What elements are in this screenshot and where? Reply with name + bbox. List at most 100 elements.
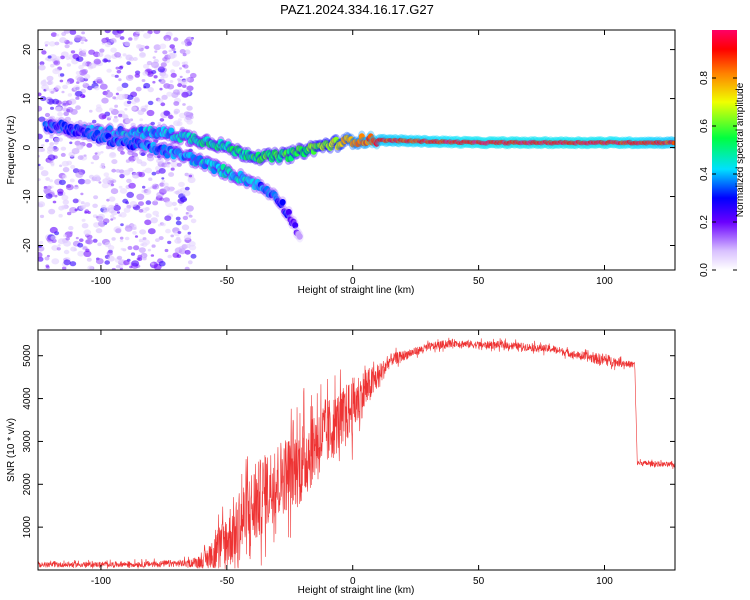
spectrogram-noise-speck	[147, 228, 156, 235]
spectrogram-noise-speck	[101, 37, 109, 44]
spectrogram-noise-speck	[161, 94, 168, 100]
spectrogram-noise-speck	[142, 256, 147, 261]
spectrogram-noise-speck	[119, 239, 124, 243]
spectrogram-noise-speck	[75, 70, 81, 75]
spectrogram-noise-speck	[170, 167, 175, 171]
spectrogram-noise-speck	[94, 152, 98, 155]
spectrogram-noise-speck	[50, 106, 54, 110]
spectrogram-noise-speck	[57, 238, 66, 245]
spectrogram-noise-speck	[103, 172, 110, 177]
spectrogram-noise-speck	[83, 154, 87, 157]
spectrogram-noise-speck	[115, 228, 122, 234]
spectrogram-noise-speck	[162, 73, 169, 79]
spectrogram-noise-speck	[71, 148, 80, 155]
spectrogram-noise-speck	[93, 174, 101, 181]
spectrogram-noise-speck	[146, 155, 155, 162]
snr-frame	[37, 329, 676, 571]
spectrogram-noise-speck	[125, 159, 131, 163]
spectrogram-noise-speck	[112, 96, 117, 100]
spectrogram-noise-speck	[187, 260, 193, 265]
spectrogram-noise-speck	[170, 234, 174, 238]
spectrogram-noise-speck	[75, 96, 80, 100]
spectrogram-ridge-cell	[211, 167, 218, 175]
spectrogram-noise-speck	[78, 205, 86, 210]
spectrogram-noise-speck	[148, 177, 153, 181]
spectrogram-noise-speck	[46, 98, 55, 105]
spectrogram-ridge-cell	[672, 140, 675, 146]
spectrogram-noise-speck	[102, 166, 106, 169]
spectrogram-noise-speck	[101, 204, 107, 209]
spectrogram-noise-speck	[99, 83, 108, 90]
spectrogram-noise-speck	[51, 245, 59, 251]
spectrogram-noise-speck	[76, 144, 84, 150]
spectrogram-noise-speck	[113, 205, 121, 211]
colorbar-tick-label: 0.0	[699, 263, 710, 277]
spectrogram-noise-speck	[66, 63, 72, 67]
spectrogram-frame	[37, 29, 676, 271]
spectrogram-ridge-cell	[94, 129, 101, 137]
spectrogram-noise-speck	[126, 178, 132, 184]
spectrogram-noise-speck	[119, 236, 124, 240]
spectrogram-noise-speck	[186, 105, 193, 111]
spectrogram-noise-speck	[81, 62, 88, 67]
spectrogram-noise-speck	[159, 118, 165, 122]
spectrogram-noise-speck	[173, 191, 177, 194]
spectrogram-noise-speck	[163, 34, 172, 42]
spectrogram-noise-speck	[129, 201, 138, 207]
spectrogram-noise-speck	[103, 207, 110, 213]
spectrogram-noise-speck	[77, 119, 83, 124]
spectrogram-noise-speck	[137, 109, 145, 116]
spectrogram-ytick-label: -20	[22, 238, 33, 253]
spectrogram-ridge-cell	[288, 154, 295, 162]
spectrogram-noise-speck	[119, 169, 125, 174]
spectrogram-noise-speck	[112, 117, 119, 123]
spectrogram-noise-speck	[57, 137, 63, 142]
spectrogram-noise-speck	[118, 113, 123, 118]
spectrogram-noise-speck	[157, 223, 162, 227]
spectrogram-noise-speck	[64, 44, 70, 49]
spectrogram-noise-speck	[129, 265, 133, 269]
spectrogram-noise-speck	[85, 238, 93, 245]
spectrogram-noise-speck	[86, 257, 92, 262]
spectrogram-noise-speck	[111, 267, 116, 270]
spectrogram-noise-speck	[122, 42, 126, 45]
spectrogram-noise-speck	[58, 179, 66, 186]
spectrogram-noise-speck	[138, 171, 146, 178]
spectrogram-noise-speck	[89, 109, 93, 113]
spectrogram-noise-speck	[70, 246, 77, 252]
spectrogram-xtick-label: 50	[473, 276, 485, 287]
spectrogram-noise-speck	[68, 98, 77, 105]
spectrogram-noise-speck	[50, 235, 57, 241]
spectrogram-noise-speck	[60, 55, 65, 60]
spectrogram-noise-speck	[49, 115, 56, 121]
spectrogram-noise-speck	[52, 200, 57, 204]
spectrogram-noise-speck	[158, 236, 164, 241]
spectrogram-noise-speck	[45, 193, 53, 199]
spectrogram-noise-speck	[112, 216, 116, 220]
spectrogram-noise-speck	[127, 150, 134, 156]
spectrogram-noise-speck	[118, 65, 124, 70]
spectrogram-noise-speck	[92, 119, 97, 124]
spectrogram-noise-speck	[162, 57, 168, 62]
spectrogram-noise-speck	[111, 168, 117, 173]
spectrogram-noise-speck	[45, 177, 51, 181]
spectrogram-noise-speck	[138, 201, 144, 207]
spectrogram-noise-speck	[144, 45, 150, 50]
spectrogram-noise-speck	[96, 104, 102, 109]
spectrogram-noise-speck	[145, 213, 152, 219]
spectrogram-noise-speck	[56, 247, 61, 251]
spectrogram-noise-speck	[159, 87, 163, 91]
spectrogram-noise-speck	[104, 42, 111, 48]
spectrogram-noise-speck	[181, 80, 188, 86]
spectrogram-noise-speck	[156, 157, 164, 164]
spectrogram-noise-speck	[179, 49, 186, 54]
spectrogram-noise-speck	[164, 215, 172, 221]
spectrogram-noise-speck	[168, 172, 175, 177]
spectrogram-noise-speck	[132, 231, 137, 235]
colorbar-tick-label: 0.2	[699, 215, 710, 229]
snr-panel: -100 -50 0 50 100 1000 2000 3000 4000 5000 Height…	[6, 329, 676, 596]
spectrogram-noise-speck	[124, 41, 131, 47]
spectrogram-noise-speck	[152, 200, 159, 206]
spectrogram-noise-speck	[147, 187, 151, 190]
spectrogram-noise-speck	[99, 48, 105, 53]
